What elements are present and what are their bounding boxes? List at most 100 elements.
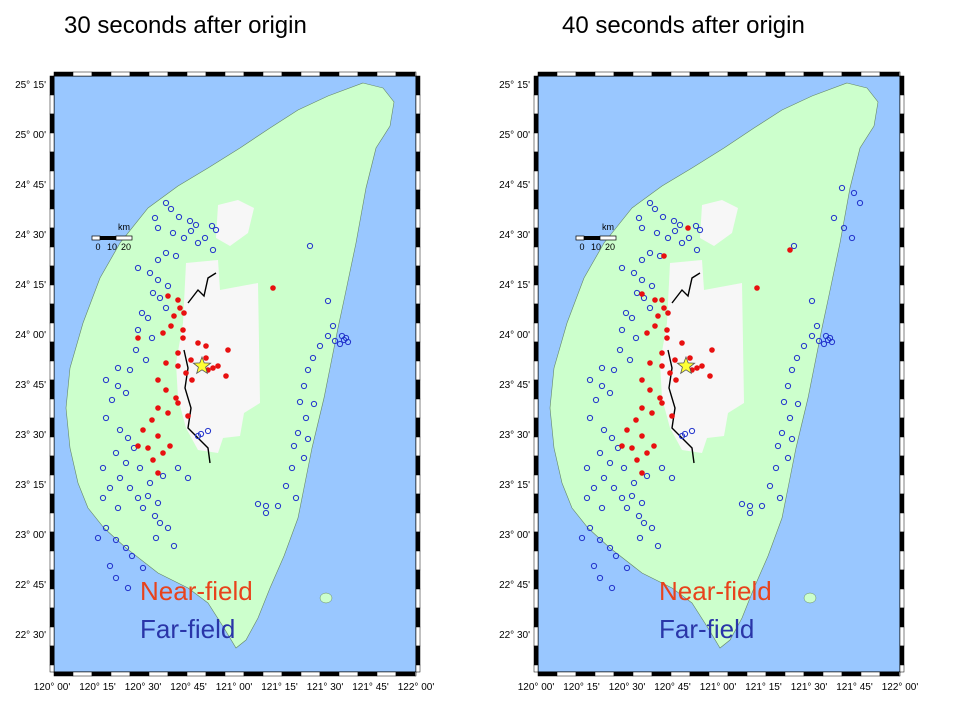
far-field-station-icon [138, 309, 146, 317]
far-field-station-icon [606, 389, 614, 397]
far-field-station-icon [294, 429, 302, 437]
frame-scale-bottom [898, 671, 901, 677]
frame-scale-top [784, 71, 805, 77]
scale-bar-segment [599, 235, 617, 241]
frame-scale-right [415, 417, 421, 438]
far-field-station-icon [651, 205, 659, 213]
near-field-station-icon [135, 335, 141, 341]
longitude-tick-label: 120° 00' [518, 682, 555, 693]
frame-scale-bottom [632, 671, 653, 677]
near-field-station-icon [155, 377, 161, 383]
frame-scale-top [632, 71, 653, 77]
far-field-station-icon [596, 574, 604, 582]
frame-scale-bottom [338, 671, 359, 677]
frame-scale-bottom [879, 671, 900, 677]
far-field-station-icon [774, 442, 782, 450]
epicenter-star-icon [676, 355, 696, 375]
far-field-station-icon [139, 564, 147, 572]
near-field-station-icon [655, 313, 661, 319]
far-field-station-icon [344, 338, 352, 346]
frame-scale-top [129, 71, 150, 77]
frame-scale-top [860, 71, 881, 77]
longitude-tick-label: 121° 00' [700, 682, 737, 693]
far-field-station-icon [623, 504, 631, 512]
near-field-station-icon [634, 457, 640, 463]
far-field-station-icon [282, 482, 290, 490]
frame-scale-right [415, 75, 421, 96]
frame-scale-top [803, 71, 824, 77]
far-field-station-icon [338, 332, 346, 340]
far-field-station-icon [693, 246, 701, 254]
near-field-station-icon [649, 410, 655, 416]
longitude-tick-label: 121° 45' [352, 682, 389, 693]
frame-scale-top [72, 71, 93, 77]
frame-scale-top [879, 71, 900, 77]
far-field-station-icon [164, 282, 172, 290]
near-field-station-icon [203, 355, 209, 361]
near-field-station-icon [679, 340, 685, 346]
far-field-station-icon [640, 519, 648, 527]
frame-scale-left [49, 493, 55, 514]
far-field-station-icon [620, 464, 628, 472]
frame-scale-bottom [556, 671, 577, 677]
far-field-station-icon [828, 338, 836, 346]
frame-scale-right [899, 550, 905, 571]
far-field-station-icon [628, 314, 636, 322]
frame-scale-left [533, 569, 539, 590]
far-field-station-icon [630, 269, 638, 277]
far-field-station-icon [608, 584, 616, 592]
near-field-station-icon [699, 363, 705, 369]
far-field-station-icon [653, 229, 661, 237]
far-field-station-icon [134, 264, 142, 272]
frame-scale-left [49, 664, 55, 673]
near-field-station-icon [180, 335, 186, 341]
far-field-station-icon [126, 366, 134, 374]
far-field-station-icon [124, 584, 132, 592]
far-field-station-icon [746, 502, 754, 510]
far-field-station-icon [132, 346, 140, 354]
frame-scale-bottom [765, 671, 786, 677]
far-field-station-icon [618, 264, 626, 272]
far-field-station-icon [659, 213, 667, 221]
frame-scale-right [415, 303, 421, 324]
near-field-station-icon [639, 291, 645, 297]
frame-scale-right [899, 170, 905, 191]
latitude-tick-label: 25° 15' [15, 80, 46, 91]
far-field-station-icon [590, 562, 598, 570]
frame-scale-left [49, 531, 55, 552]
near-field-station-icon [150, 457, 156, 463]
far-field-station-icon [316, 342, 324, 350]
far-field-station-icon [186, 217, 194, 225]
far-field-station-icon [290, 442, 298, 450]
frame-scale-left [49, 189, 55, 210]
frame-scale-bottom [53, 671, 74, 677]
frame-scale-bottom [129, 671, 150, 677]
frame-scale-left [533, 170, 539, 191]
frame-scale-left [49, 227, 55, 248]
latitude-tick-label: 22° 45' [499, 580, 530, 591]
far-field-station-icon [302, 414, 310, 422]
far-field-station-icon [134, 494, 142, 502]
far-field-station-icon [583, 464, 591, 472]
far-field-station-icon [766, 482, 774, 490]
frame-scale-bottom [651, 671, 672, 677]
near-field-station-icon [225, 347, 231, 353]
near-field-station-icon [215, 363, 221, 369]
longitude-tick-label: 121° 30' [307, 682, 344, 693]
far-field-station-icon [288, 464, 296, 472]
frame-scale-right [899, 645, 905, 666]
frame-scale-right [899, 512, 905, 533]
legend-far-field: Far-field [140, 614, 236, 644]
far-field-station-icon [292, 494, 300, 502]
frame-scale-right [899, 607, 905, 628]
far-field-station-icon [618, 494, 626, 502]
frame-scale-bottom [319, 671, 340, 677]
far-field-station-icon [664, 234, 672, 242]
near-field-station-icon [619, 443, 625, 449]
frame-scale-bottom [689, 671, 710, 677]
scale-bar-segment [115, 235, 133, 241]
frame-scale-left [49, 94, 55, 115]
far-field-station-icon [309, 354, 317, 362]
near-field-station-icon [647, 387, 653, 393]
far-field-station-icon [122, 389, 130, 397]
